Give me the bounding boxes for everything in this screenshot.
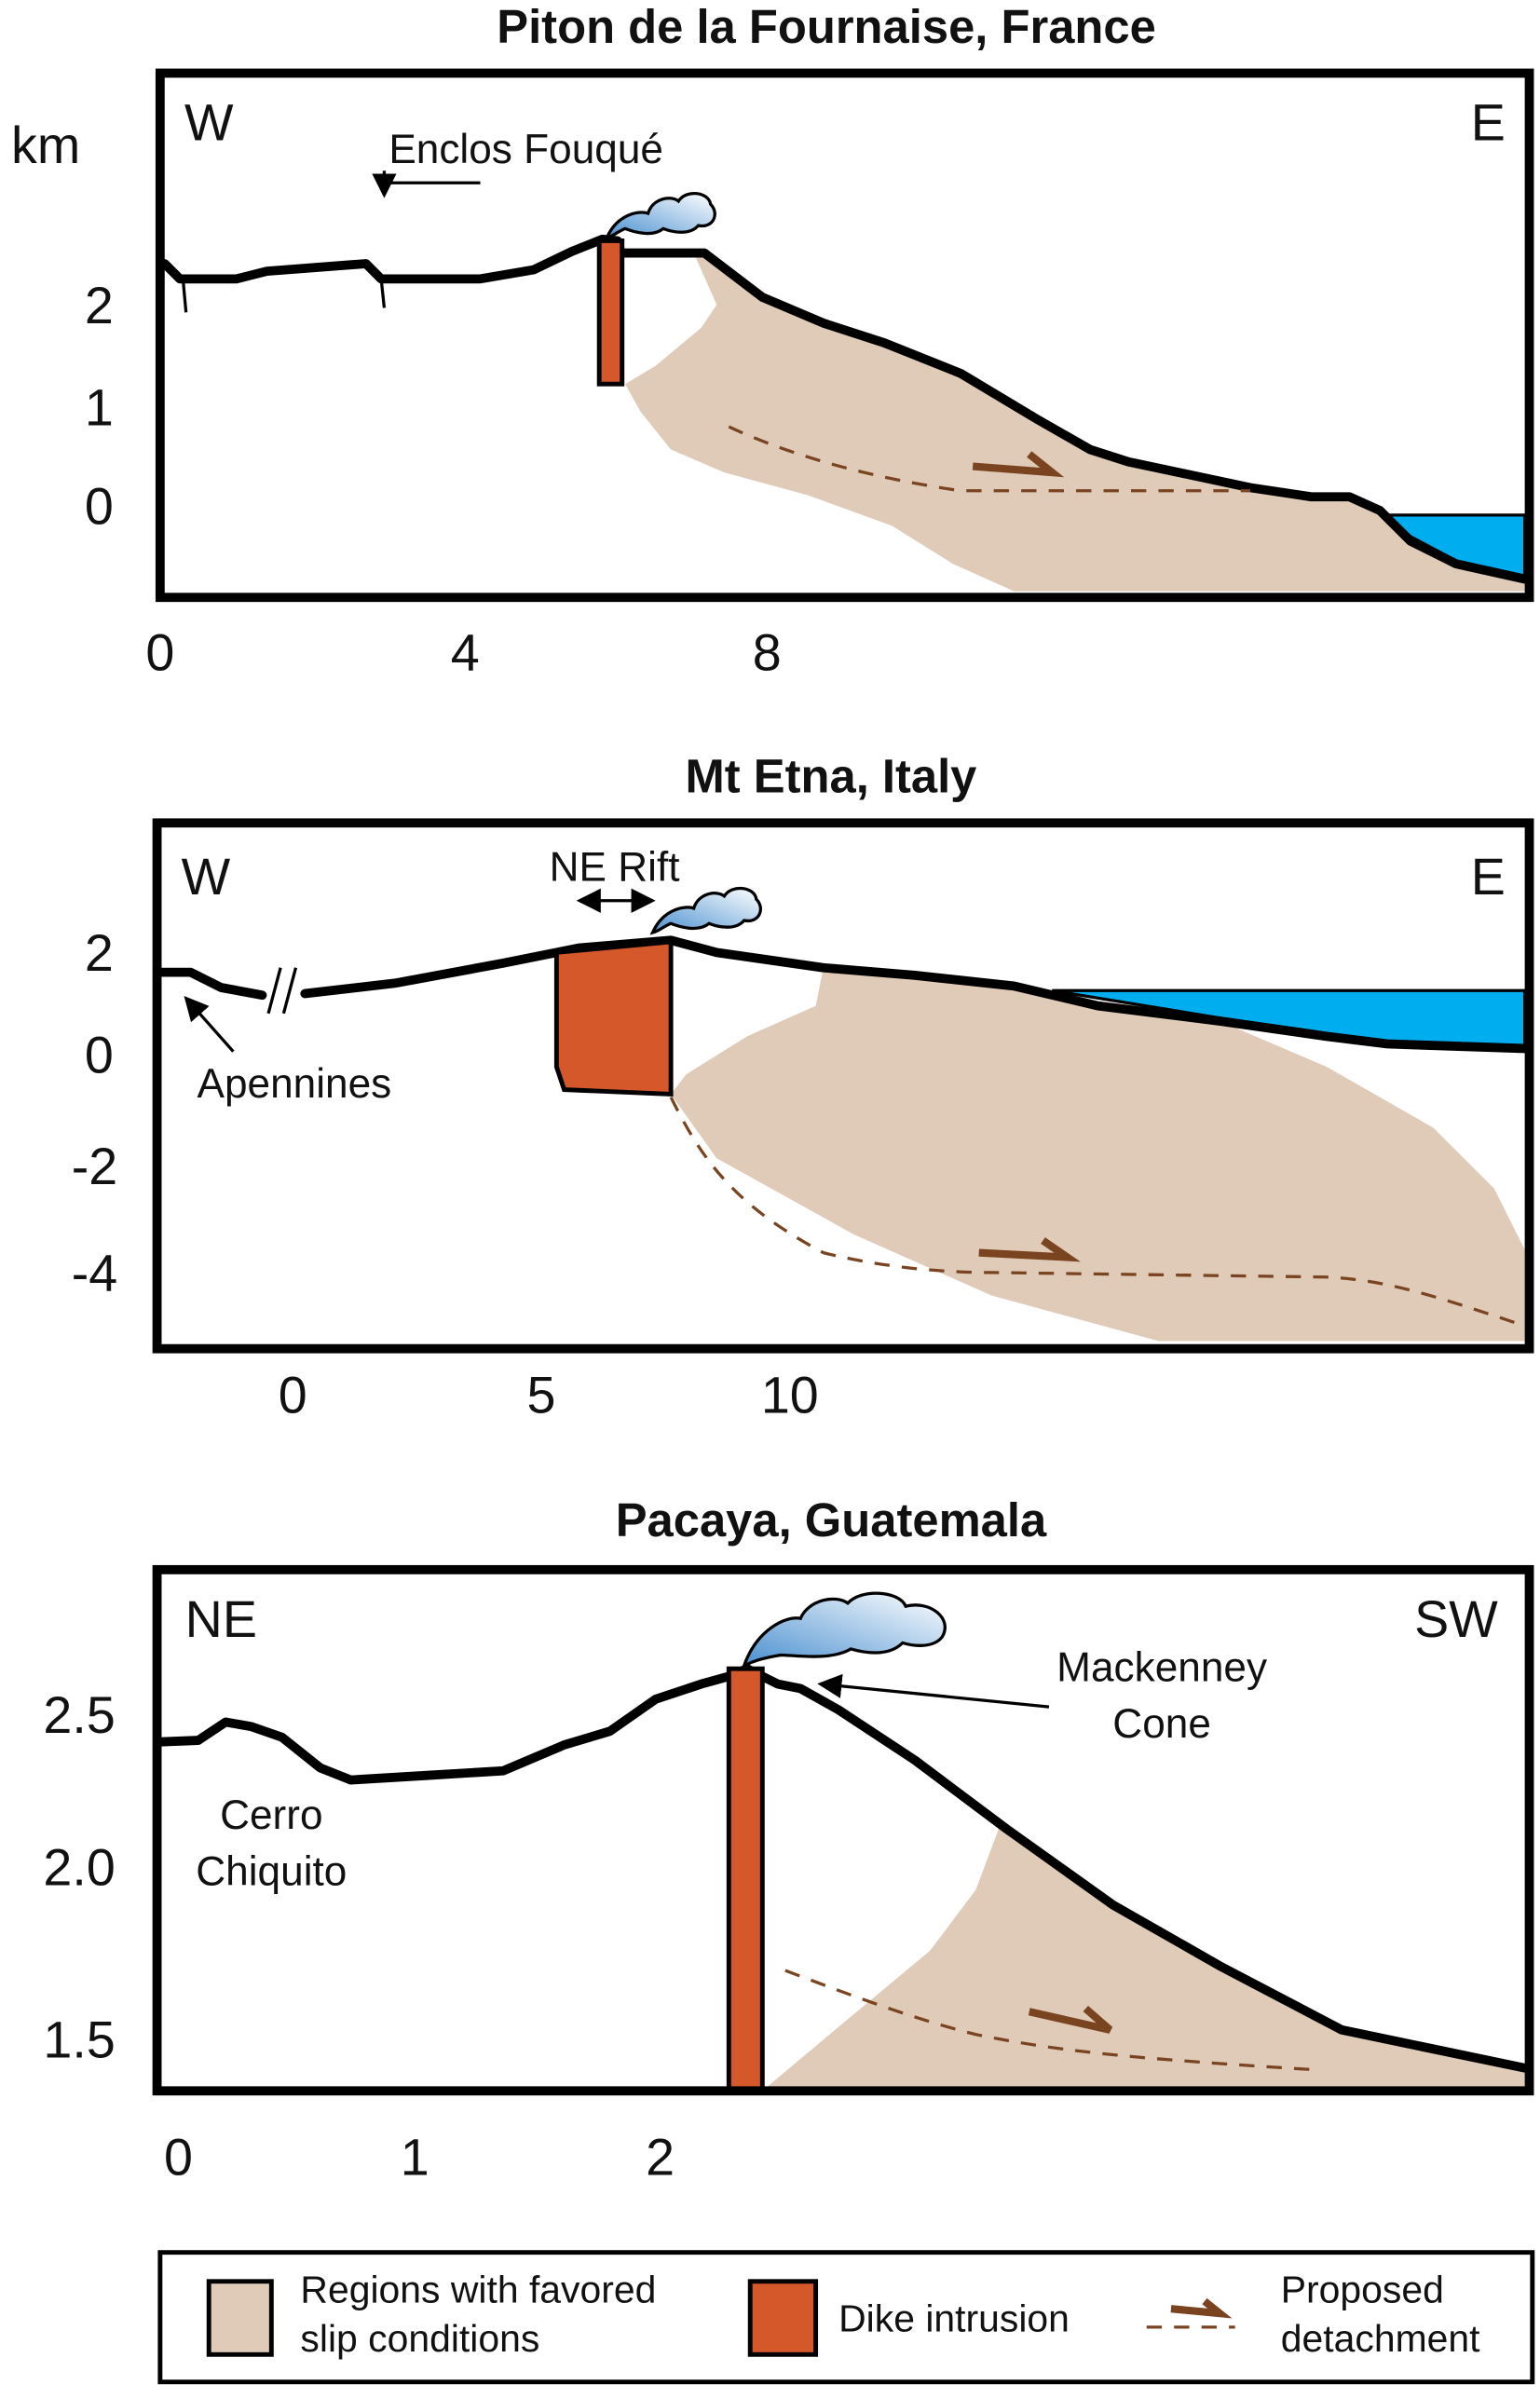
annotation-apennines: Apennines <box>197 1061 391 1107</box>
legend-label-detachment-line1: Proposed <box>1281 2269 1444 2311</box>
legend-label-dike: Dike intrusion <box>838 2297 1070 2340</box>
panel-title: Pacaya, Guatemala <box>616 1493 1047 1547</box>
y-tick: 2.0 <box>43 1838 115 1896</box>
slip-region <box>671 967 1525 1342</box>
panel-pacaya: Pacaya, Guatemala 2.5 2.0 1.5 0 1 2 Cerr… <box>43 1493 1534 2186</box>
x-tick: 10 <box>761 1366 819 1424</box>
x-tick: 5 <box>527 1366 556 1424</box>
slip-region <box>762 1828 1525 2092</box>
direction-right: E <box>1471 848 1506 906</box>
fault-scarp <box>181 279 387 313</box>
y-tick: 2.5 <box>43 1686 115 1744</box>
topography-line <box>155 1664 1530 2073</box>
plume-icon <box>604 192 716 240</box>
apennines-arrow <box>184 995 235 1053</box>
panel-title: Mt Etna, Italy <box>686 750 977 803</box>
direction-left: W <box>182 848 231 906</box>
slip-arrow <box>978 1237 1081 1262</box>
legend-frame <box>157 2250 1535 2385</box>
y-tick: 2 <box>85 277 114 334</box>
x-tick: 0 <box>279 1366 307 1424</box>
annotation-ne-rift: NE Rift <box>550 844 680 890</box>
annotation-mackenney-line2: Cone <box>1112 1701 1211 1747</box>
panel-title: Piton de la Fournaise, France <box>497 0 1156 53</box>
plume-icon <box>741 1591 947 1670</box>
legend-label-slip-line2: slip conditions <box>300 2317 539 2360</box>
plume-icon <box>649 887 762 935</box>
slip-arrow <box>1028 2005 1113 2034</box>
panel-piton-de-la-fournaise: Piton de la Fournaise, France km 2 1 0 0… <box>11 0 1534 682</box>
slip-region <box>625 252 1525 592</box>
legend: Regions with favored slip conditions Dik… <box>157 2250 1535 2385</box>
dike-intrusion <box>553 939 674 1097</box>
y-unit-label: km <box>11 116 80 174</box>
slip-arrow <box>972 451 1065 478</box>
legend-label-slip-line1: Regions with favored <box>300 2269 656 2311</box>
y-tick: 1 <box>85 378 114 436</box>
legend-label-detachment-line2: detachment <box>1281 2317 1480 2360</box>
detachment-line <box>669 1097 1526 1328</box>
annotation-cerro-chiquito-line2: Chiquito <box>196 1848 347 1894</box>
annotation-enclos-fouque: Enclos Fouqué <box>388 127 663 172</box>
x-tick: 0 <box>145 624 174 682</box>
panel-frame <box>155 68 1534 603</box>
annotation-mackenney-line1: Mackenney <box>1056 1644 1267 1690</box>
legend-swatch-slip <box>206 2279 274 2357</box>
x-tick: 4 <box>451 624 480 682</box>
panel-mt-etna: Mt Etna, Italy 2 0 -2 -4 0 5 10 NE Rift … <box>72 750 1534 1424</box>
topography-line <box>155 935 1530 1054</box>
y-tick: -4 <box>72 1245 117 1302</box>
direction-left: W <box>184 94 234 152</box>
x-tick: 8 <box>753 624 782 682</box>
dike-intrusion <box>726 1666 765 2093</box>
y-tick: 2 <box>85 924 114 982</box>
x-tick: 0 <box>164 2128 193 2186</box>
annotation-cerro-chiquito-line1: Cerro <box>220 1792 322 1838</box>
x-tick: 2 <box>646 2128 675 2186</box>
y-tick: 0 <box>85 478 114 536</box>
panel-frame <box>152 1564 1534 2096</box>
axis-break-icon <box>266 967 298 1015</box>
panel-frame <box>152 818 1534 1354</box>
y-tick: 1.5 <box>43 2010 115 2068</box>
enclos-arrow <box>384 170 481 195</box>
y-tick: 0 <box>85 1027 114 1084</box>
y-tick: -2 <box>72 1138 117 1195</box>
dike-intrusion <box>596 238 625 387</box>
direction-right: E <box>1471 94 1506 152</box>
legend-swatch-dike <box>747 2279 819 2357</box>
direction-right: SW <box>1414 1590 1498 1648</box>
legend-symbol-arrow <box>1170 2297 1233 2319</box>
direction-left: NE <box>185 1590 257 1648</box>
x-tick: 1 <box>401 2128 429 2186</box>
mackenney-arrow <box>817 1673 1050 1709</box>
